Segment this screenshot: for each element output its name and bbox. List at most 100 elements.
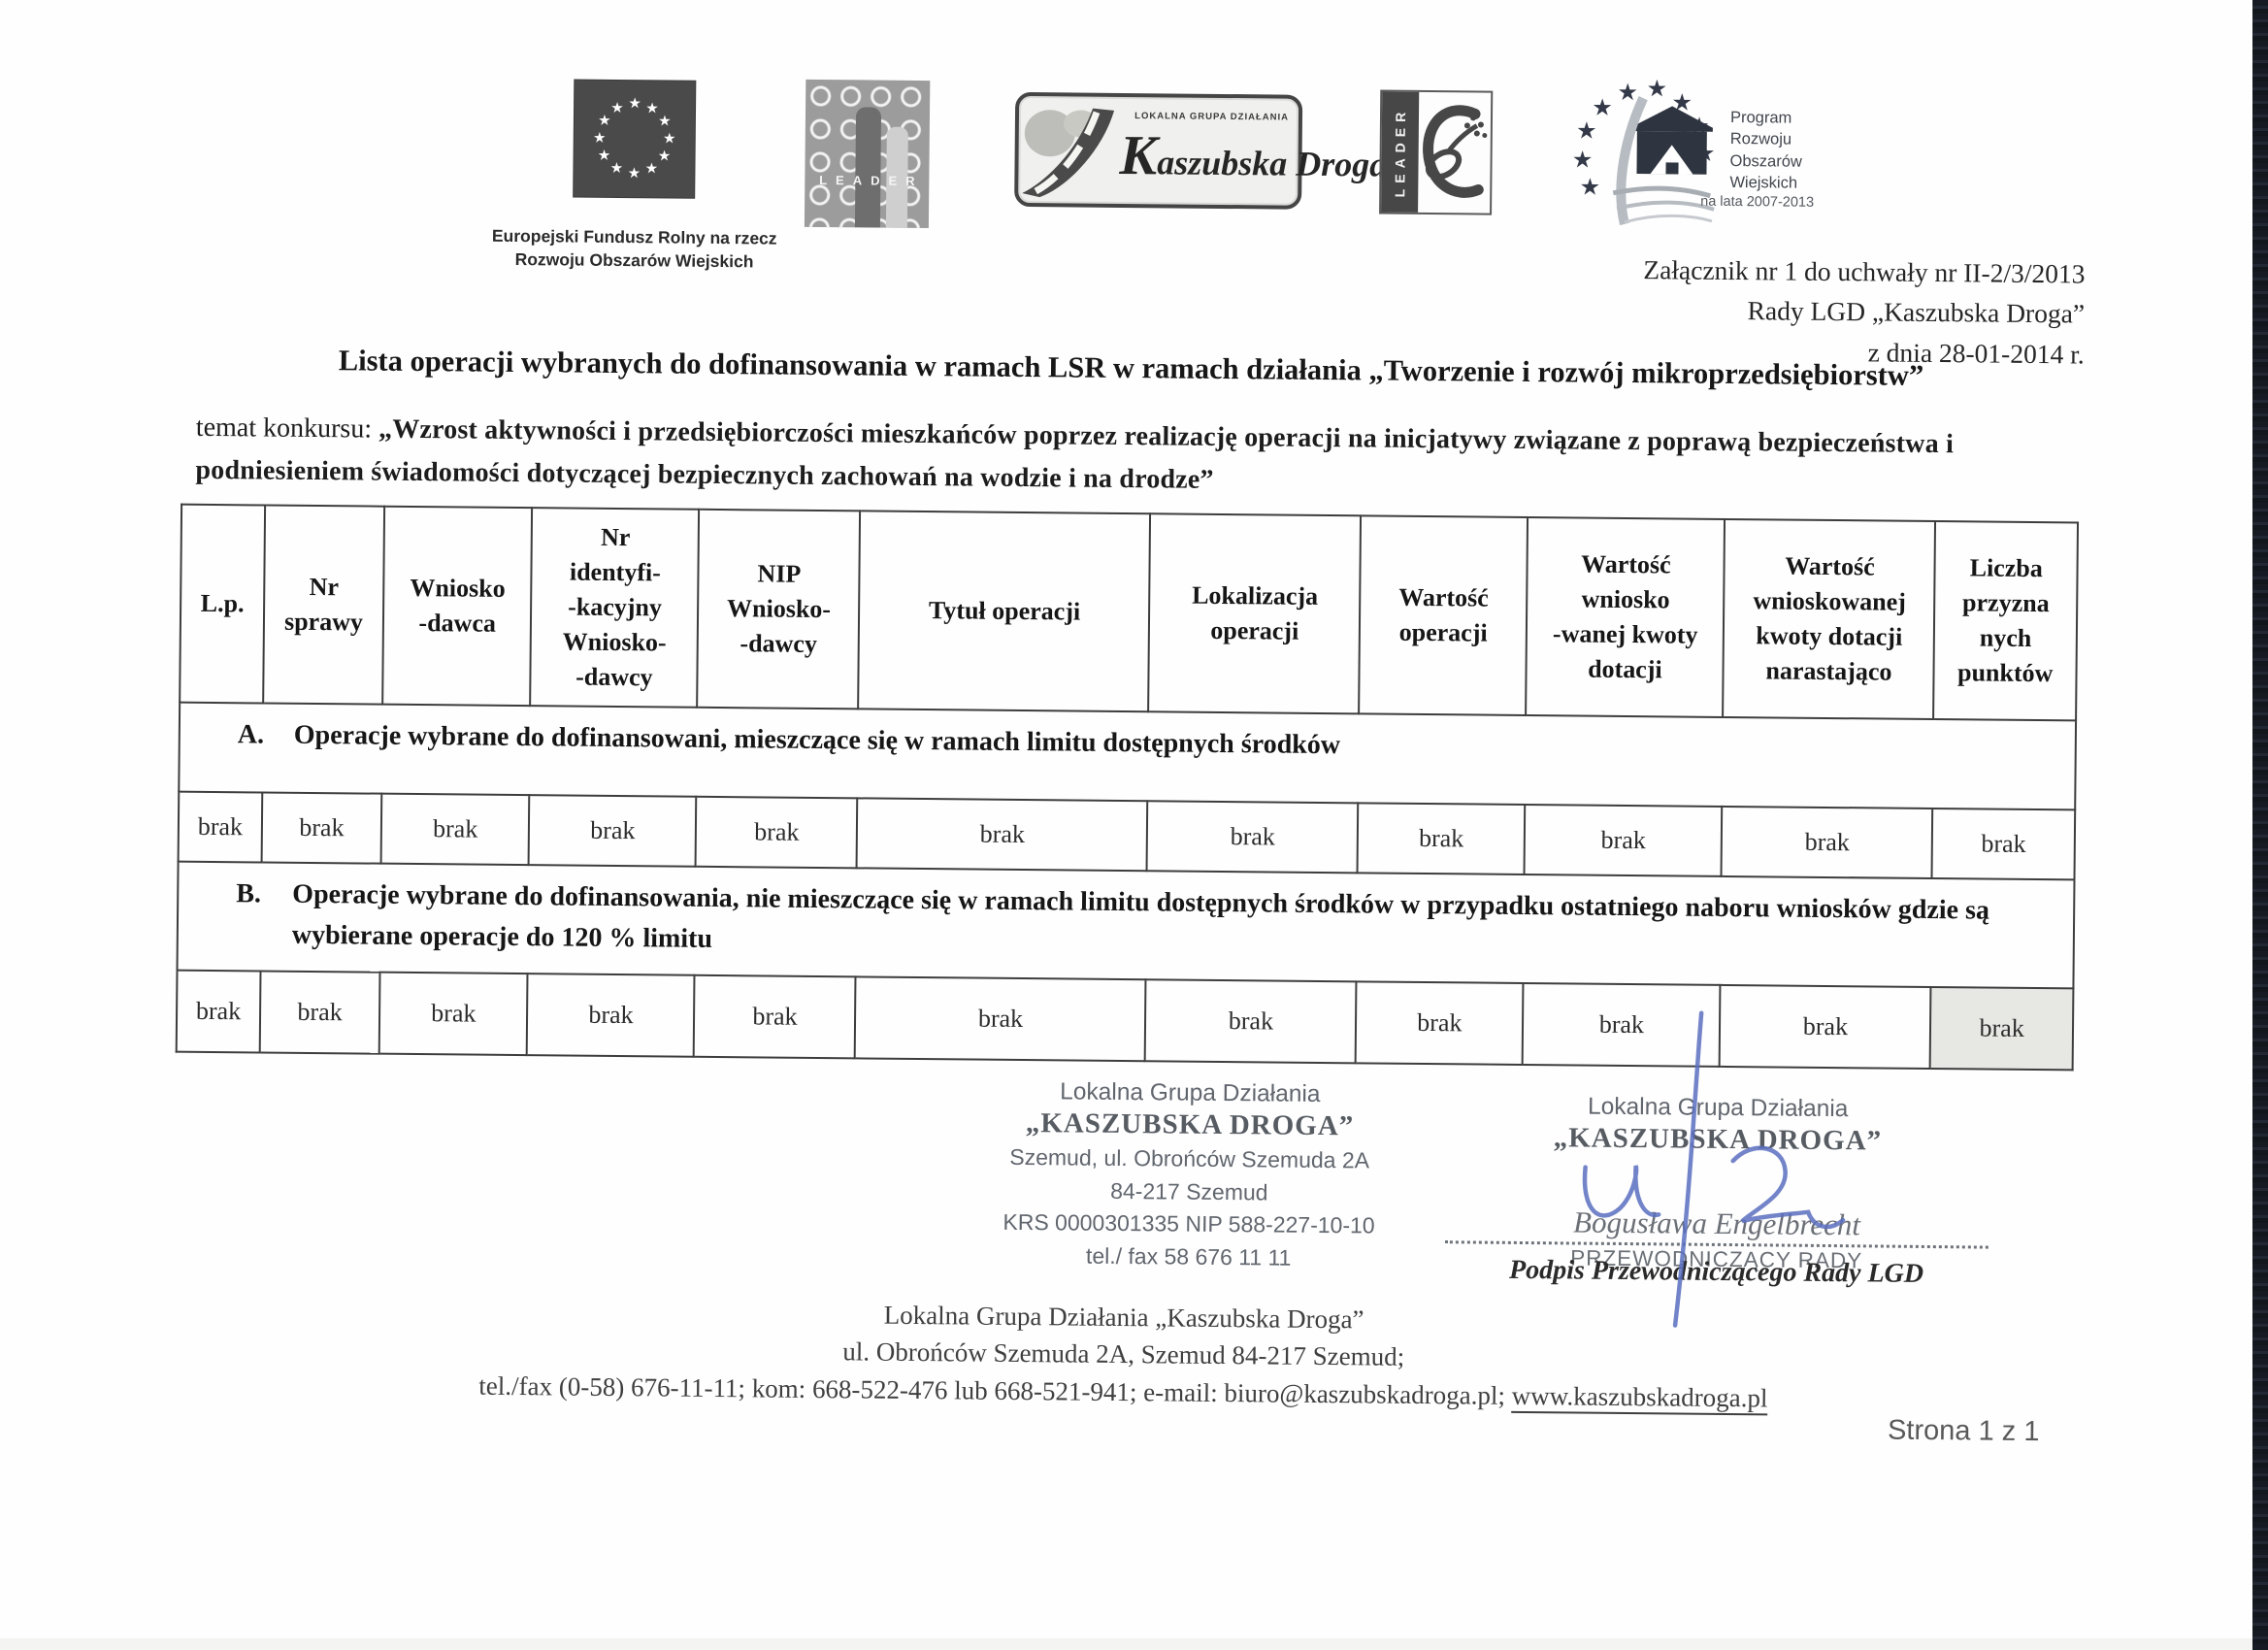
eu-logo-caption: Europejski Fundusz Rolny na rzecz Rozwoj… — [488, 225, 779, 274]
svg-text:★: ★ — [598, 147, 611, 164]
operations-table: L.p. Nr sprawy Wniosko -dawca Nr identyf… — [176, 504, 2079, 1072]
column-header: Nr identyfi- -kacyjny Wniosko- -dawcy — [530, 508, 700, 708]
svg-text:★: ★ — [1646, 75, 1667, 102]
svg-text:★: ★ — [658, 147, 672, 164]
person-silhouette-icon — [854, 107, 882, 228]
svg-text:★: ★ — [1592, 94, 1613, 121]
table-cell: brak — [1524, 804, 1723, 876]
table-cell: brak — [1146, 801, 1359, 874]
prow-text-line: Obszarów — [1729, 151, 1802, 171]
table-cell: brak — [1357, 803, 1526, 874]
eu-stars-icon: ★ ★★ ★★★ ★★★ ★★★ — [593, 94, 676, 182]
table-cell: brak — [176, 970, 261, 1053]
contest-theme-label: temat konkursu: — [195, 412, 379, 445]
leader-logo-word: LEADER — [819, 172, 924, 189]
footer-contact-block: Lokalna Grupa Działania „Kaszubska Droga… — [317, 1291, 1929, 1418]
stamp-line: „KASZUBSKA DROGA” — [1025, 1107, 1355, 1142]
column-header: Wartość wniosko -wanej kwoty dotacji — [1526, 516, 1726, 717]
table-cell: brak — [695, 796, 858, 869]
organization-stamp-left: Lokalna Grupa Działania „KASZUBSKA DROGA… — [909, 1077, 1470, 1274]
scan-edge-bottom — [0, 1638, 2268, 1650]
section-b-cell: B. Operacje wybrane do dofinansowania, n… — [177, 861, 2075, 989]
eu-flag-logo: ★ ★ ★ ★ ★ ★ ★ ★ ★ ★ ★ ★ — [574, 80, 696, 198]
prow-text-line: Wiejskich — [1729, 173, 1798, 192]
contest-theme-text: „Wzrost aktywności i przedsiębiorczości … — [195, 413, 1955, 496]
svg-text:★: ★ — [658, 112, 672, 129]
contest-theme: temat konkursu: „Wzrost aktywności i prz… — [195, 407, 2093, 511]
table-cell: brak — [1145, 979, 1357, 1064]
svg-text:★: ★ — [1576, 116, 1597, 144]
prow-emblem-icon: ★★★ ★★★ ★★★ — [1572, 75, 1716, 226]
attachment-line: Załącznik nr 1 do uchwały nr II-2/3/2013 — [1643, 254, 2086, 289]
handwritten-signature — [1582, 1010, 1846, 1328]
table-cell: brak — [855, 976, 1146, 1062]
table-cell: brak — [1355, 981, 1524, 1065]
column-header: Tytuł operacji — [858, 511, 1151, 712]
column-header: Liczba przyzna nych punktów — [1933, 521, 2079, 721]
table-cell: brak — [380, 793, 530, 866]
stamp-line: 84-217 Szemud — [1110, 1177, 1268, 1205]
svg-text:★: ★ — [1572, 146, 1594, 173]
prow-logo-text: Program Rozwoju Obszarów Wiejskich — [1729, 107, 1802, 194]
column-header: NIP Wniosko- -dawcy — [697, 509, 861, 710]
table-cell: brak — [527, 974, 695, 1057]
prow-years-text: na lata 2007-2013 — [1700, 193, 1815, 211]
leader-emblem-logo: LEADER — [1381, 91, 1492, 214]
svg-text:★: ★ — [610, 99, 624, 116]
svg-text:★: ★ — [593, 129, 607, 147]
stamp-line: Lokalna Grupa Działania — [1060, 1078, 1321, 1107]
kaszubska-logo-rest: aszubska Droga — [1157, 143, 1388, 184]
table-cell: brak — [1721, 806, 1933, 879]
section-a-text: Operacje wybrane do dofinansowani, miesz… — [293, 719, 1341, 761]
svg-text:★: ★ — [610, 159, 624, 177]
svg-text:★: ★ — [645, 99, 659, 116]
stamp-line: tel./ fax 58 676 11 11 — [1085, 1242, 1292, 1270]
table-cell: brak — [378, 972, 528, 1056]
kaszubska-logo-name: Kaszubska Droga — [1119, 122, 1387, 190]
website-link: www.kaszubskadroga.pl — [1511, 1380, 1768, 1416]
stamp-line: KRS 0000301335 NIP 588-227-10-10 — [1003, 1208, 1375, 1238]
svg-text:★: ★ — [663, 129, 676, 147]
svg-text:★: ★ — [628, 94, 641, 112]
section-b-text: Operacje wybrane do dofinansowania, nie … — [291, 878, 1990, 954]
table-cell-shaded: brak — [1929, 987, 2074, 1071]
svg-text:★: ★ — [628, 164, 641, 182]
column-header: Lokalizacja operacji — [1148, 513, 1362, 714]
leader-people-logo: LEADER — [804, 79, 931, 229]
leader-vertical-band: LEADER — [1381, 91, 1420, 213]
column-header: Wartość operacji — [1359, 515, 1528, 715]
eu-caption-line2: Rozwoju Obszarów Wiejskich — [514, 248, 754, 271]
eu-caption-line1: Europejski Fundusz Rolny na rzecz — [491, 225, 777, 248]
footer-contacts: tel./fax (0-58) 676-11-11; kom: 668-522-… — [478, 1370, 1512, 1410]
section-a-label: A. — [237, 719, 265, 750]
kaszubska-droga-logo: LOKALNA GRUPA DZIAŁANIA Kaszubska Droga — [1014, 91, 1387, 210]
prow-text-line: Rozwoju — [1729, 130, 1792, 148]
table-cell: brak — [259, 971, 380, 1054]
stamp-line: Szemud, ul. Obrońców Szemuda 2A — [1009, 1143, 1370, 1173]
road-hills-icon — [1022, 108, 1115, 198]
column-header: L.p. — [180, 504, 266, 704]
section-b-row: B. Operacje wybrane do dofinansowania, n… — [177, 861, 2075, 989]
kaszubska-logo-initial: K — [1119, 122, 1158, 187]
table-cell: brak — [1931, 808, 2076, 880]
table-header-row: L.p. Nr sprawy Wniosko -dawca Nr identyf… — [180, 504, 2079, 721]
section-b-label: B. — [236, 878, 262, 909]
leader-sprout-icon — [1423, 105, 1488, 198]
prow-text-line: Program — [1729, 108, 1792, 127]
table-cell: brak — [261, 792, 382, 864]
table-cell: brak — [178, 791, 263, 863]
svg-text:★: ★ — [645, 159, 659, 177]
column-header: Nr sprawy — [263, 505, 385, 705]
kaszubska-logo-subtitle: LOKALNA GRUPA DZIAŁANIA — [1134, 111, 1290, 123]
leader-vertical-word: LEADER — [1392, 106, 1409, 198]
table-cell: brak — [694, 974, 856, 1059]
svg-text:★: ★ — [1617, 79, 1638, 106]
scan-edge-right — [2252, 0, 2268, 1650]
table-cell: brak — [529, 795, 697, 867]
column-header: Wartość wnioskowanej kwoty dotacji naras… — [1723, 518, 1936, 720]
prow-logo: ★★★ ★★★ ★★★ Program Rozwoju Obszarów Wie… — [1557, 68, 1850, 246]
table-cell: brak — [857, 798, 1148, 872]
column-header: Wniosko -dawca — [382, 506, 533, 707]
page-number: Strona 1 z 1 — [1887, 1414, 2040, 1448]
